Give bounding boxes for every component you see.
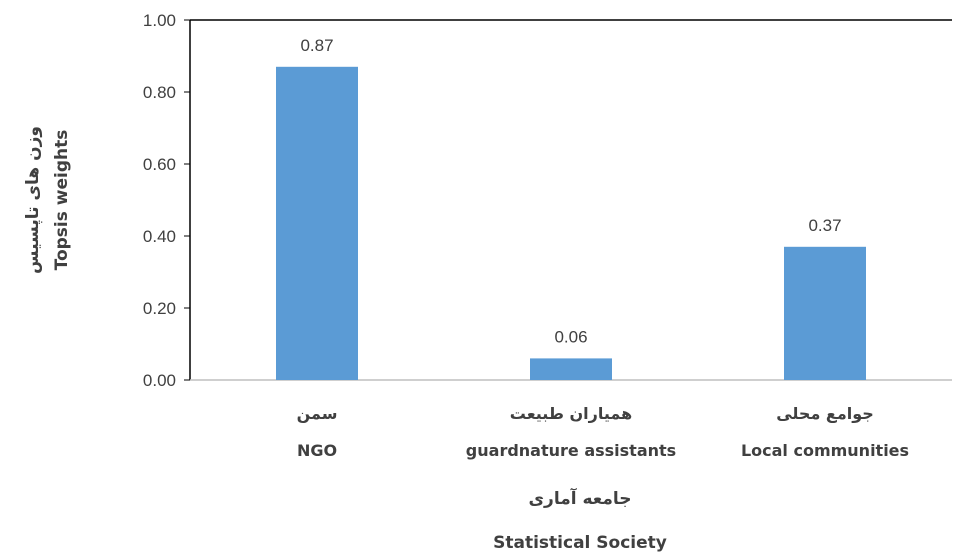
category-label-persian: سمن bbox=[297, 404, 338, 423]
bar bbox=[784, 246, 866, 380]
y-tick-label: 0.20 bbox=[143, 299, 176, 318]
bar bbox=[530, 358, 612, 380]
y-tick-label: 0.00 bbox=[143, 371, 176, 390]
data-label: 0.87 bbox=[300, 36, 333, 55]
y-tick-label: 1.00 bbox=[143, 11, 176, 30]
bar bbox=[276, 66, 358, 381]
category-label-english: Local communities bbox=[741, 441, 909, 460]
y-axis-title-english: Topsis weights bbox=[52, 130, 72, 271]
bars bbox=[276, 66, 866, 381]
data-label: 0.37 bbox=[808, 216, 841, 235]
category-label-english: NGO bbox=[297, 441, 337, 460]
y-tick-label: 0.60 bbox=[143, 155, 176, 174]
category-label-persian: جوامع محلی bbox=[776, 404, 874, 423]
category-label-english: guardnature assistants bbox=[466, 441, 676, 460]
y-tick-label: 0.40 bbox=[143, 227, 176, 246]
x-axis-title-english: Statistical Society bbox=[493, 533, 667, 553]
y-axis-title-persian: وزن های تاپسیس bbox=[23, 126, 43, 274]
x-axis-title-persian: جامعه آماری bbox=[528, 487, 631, 509]
y-axis-title: وزن های تاپسیس Topsis weights bbox=[23, 126, 72, 274]
data-labels: 0.87 0.06 0.37 bbox=[300, 36, 841, 347]
y-axis-ticks: 0.00 0.20 0.40 0.60 0.80 1.00 bbox=[143, 11, 190, 390]
x-axis-category-labels: سمن NGO همیاران طبیعت guardnature assistant… bbox=[297, 404, 909, 460]
category-label-persian: همیاران طبیعت bbox=[510, 404, 632, 423]
y-tick-label: 0.80 bbox=[143, 83, 176, 102]
data-label: 0.06 bbox=[554, 327, 587, 346]
